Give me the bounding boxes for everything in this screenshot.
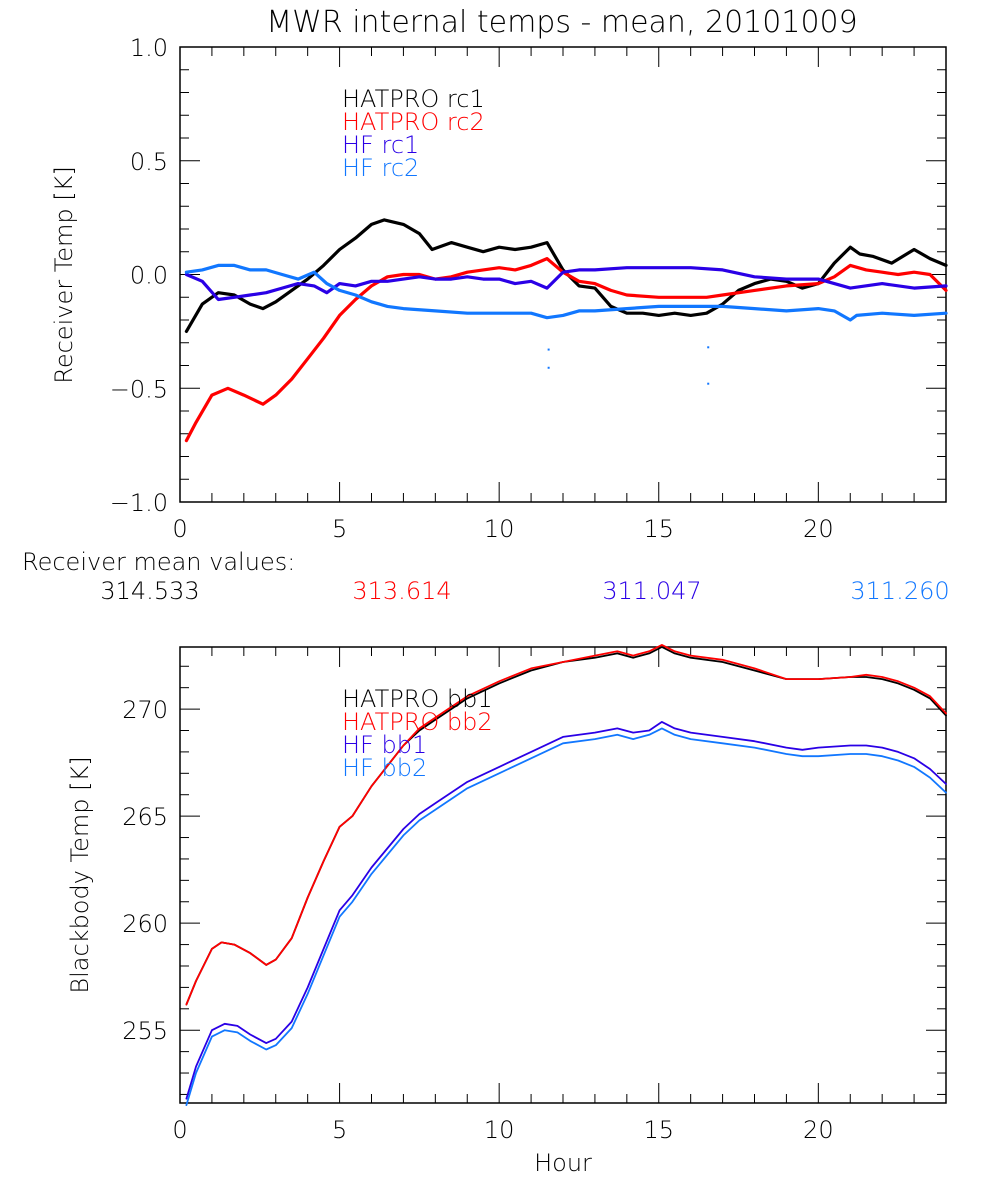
x-tick-label: 5 <box>332 515 347 543</box>
axis-ticks-top <box>179 46 947 503</box>
axis-ticks-bottom <box>179 647 947 1103</box>
legend-entry-hatpro-bb1: HATPRO bb1 <box>342 685 493 713</box>
y-tick-label: −1.0 <box>110 489 168 517</box>
receiver-mean-hatpro-rc2: 313.614 <box>352 577 451 605</box>
x-tick-label: 20 <box>803 1116 834 1144</box>
series-line-hf-rc1 <box>184 266 948 302</box>
x-tick-label: 15 <box>643 1116 674 1144</box>
legend-entry-hf-rc1: HF rc1 <box>342 131 419 159</box>
x-tick-labels-bottom: 0 5 10 15 20 <box>172 1116 833 1144</box>
blackbody-temp-panel: 0 5 10 15 20 255 260 265 270 Blackbody Temp [K]… <box>66 644 947 1177</box>
y-tick-label: 260 <box>122 910 168 938</box>
x-tick-label: 10 <box>484 515 515 543</box>
receiver-means: Receiver mean values: 314.533 313.614 31… <box>22 548 950 605</box>
y-tick-label: 1.0 <box>130 34 168 62</box>
receiver-temp-panel: 0 5 10 15 20 −1.0 −0.5 0.0 0.5 1.0 Receiver Temp… <box>50 34 948 543</box>
x-tick-label: 10 <box>484 1116 515 1144</box>
receiver-mean-hatpro-rc1: 314.533 <box>100 577 199 605</box>
y-tick-label: 0.0 <box>130 262 168 290</box>
series-group-top <box>184 218 948 443</box>
receiver-mean-hf-rc1: 311.047 <box>602 577 701 605</box>
receiver-mean-hf-rc2: 311.260 <box>850 577 949 605</box>
y-tick-label: 270 <box>122 696 168 724</box>
series-line-hatpro-bb2 <box>185 644 947 1006</box>
series-line-hf-bb2 <box>185 727 947 1106</box>
legend-entry-hf-rc2: HF rc2 <box>342 154 419 182</box>
series-group-bottom <box>185 644 947 1106</box>
outlier-point <box>547 348 550 351</box>
outlier-point <box>547 366 550 369</box>
y-tick-labels-top: −1.0 −0.5 0.0 0.5 1.0 <box>110 34 168 517</box>
x-axis-label-bottom: Hour <box>534 1149 592 1177</box>
legend-entry-hatpro-rc1: HATPRO rc1 <box>342 85 485 113</box>
outlier-point <box>707 346 710 349</box>
x-tick-label: 0 <box>172 515 187 543</box>
y-tick-label: −0.5 <box>110 375 168 403</box>
outlier-point <box>707 382 710 385</box>
x-tick-label: 15 <box>643 515 674 543</box>
x-tick-labels-top: 0 5 10 15 20 <box>172 515 833 543</box>
chart-title: MWR internal temps - mean, 20101009 <box>266 5 857 40</box>
x-tick-label: 5 <box>332 1116 347 1144</box>
legend-entry-hf-bb2: HF bb2 <box>342 754 427 782</box>
y-axis-label-top: Receiver Temp [K] <box>50 166 78 384</box>
x-tick-label: 0 <box>172 1116 187 1144</box>
x-tick-label: 20 <box>803 515 834 543</box>
y-tick-label: 0.5 <box>130 148 168 176</box>
legend-entry-hatpro-rc2: HATPRO rc2 <box>342 108 485 136</box>
y-tick-labels-bottom: 255 260 265 270 <box>122 696 168 1045</box>
receiver-means-label: Receiver mean values: <box>22 548 295 576</box>
y-axis-label-bottom: Blackbody Temp [K] <box>66 756 94 993</box>
y-tick-label: 265 <box>122 803 168 831</box>
legend-entry-hf-bb1: HF bb1 <box>342 731 427 759</box>
legend-entry-hatpro-bb2: HATPRO bb2 <box>342 708 493 736</box>
plot-frame-top <box>179 46 947 503</box>
series-line-hatpro-bb1 <box>185 646 947 1006</box>
series-line-hf-rc2 <box>184 263 948 322</box>
series-line-hatpro-rc2 <box>184 257 948 443</box>
plot-frame-bottom <box>179 646 947 1104</box>
series-line-hf-bb1 <box>185 721 947 1100</box>
y-tick-label: 255 <box>122 1017 168 1045</box>
